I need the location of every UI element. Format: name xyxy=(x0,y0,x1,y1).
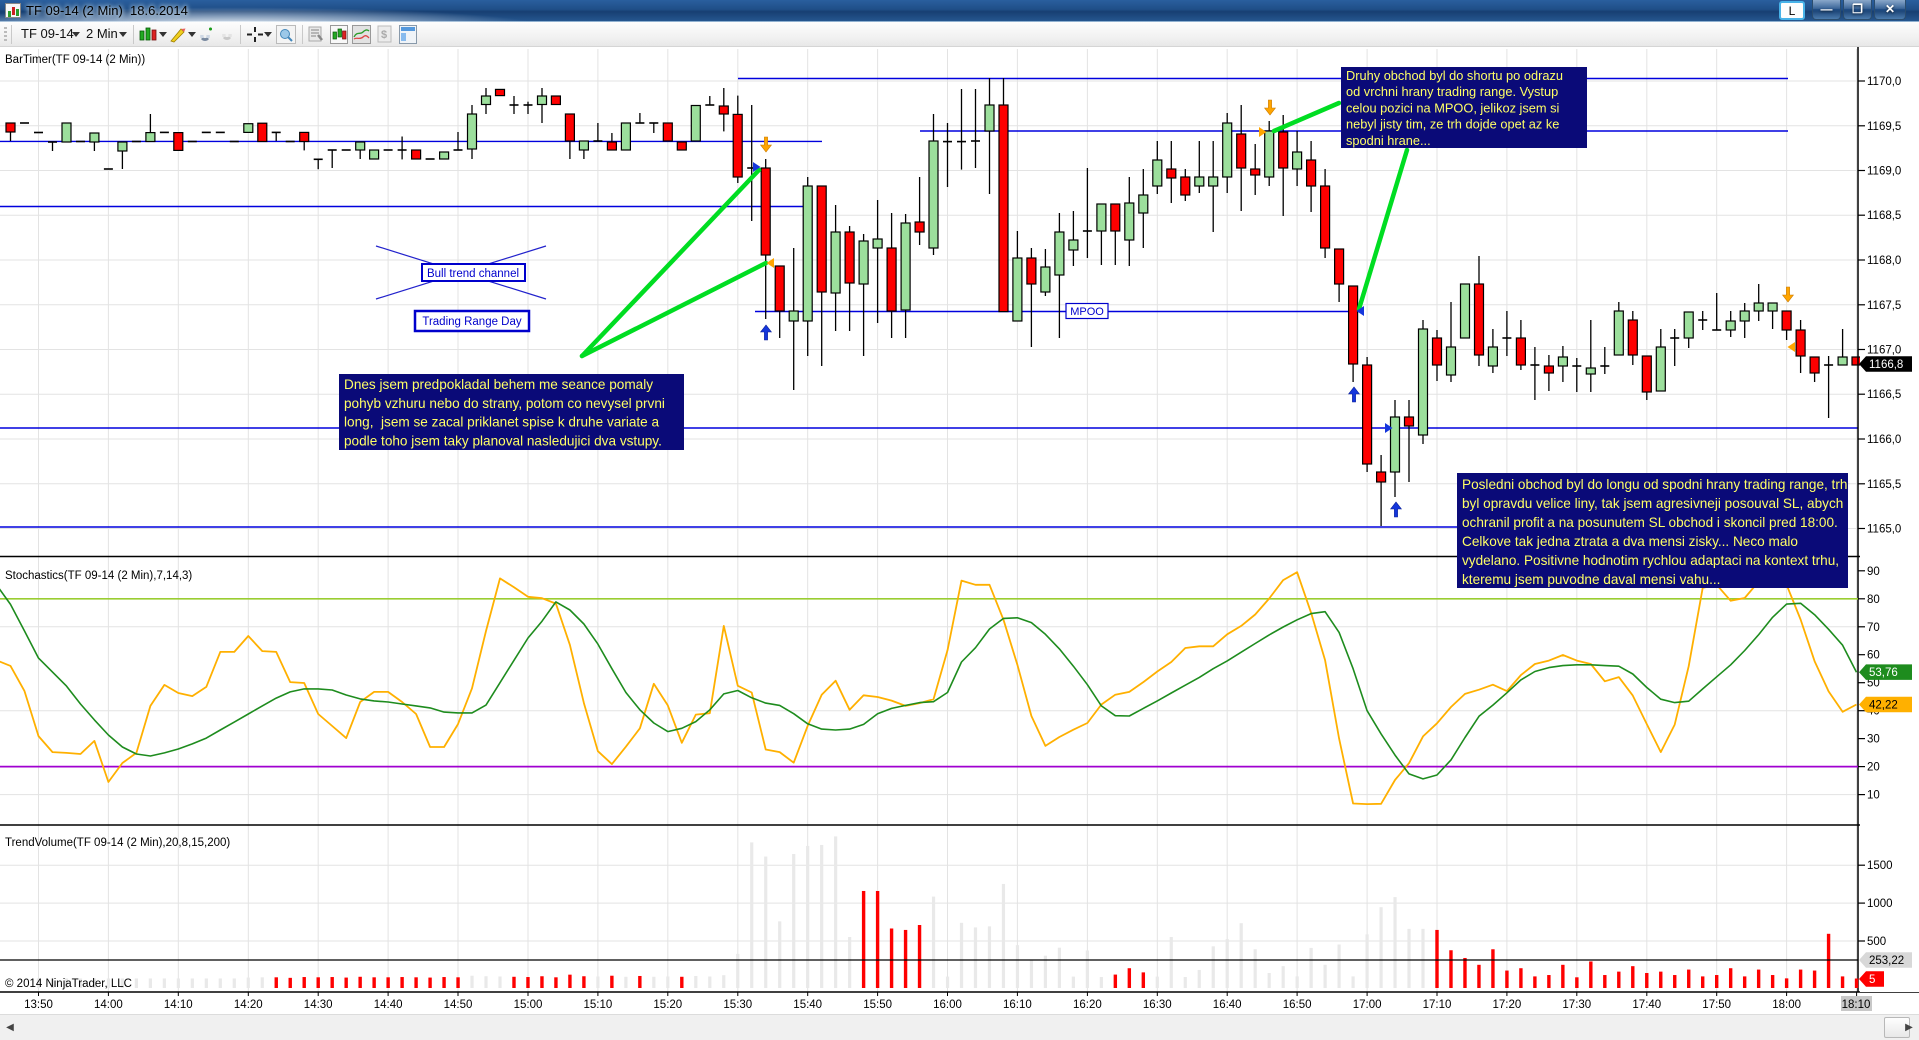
svg-text:14:50: 14:50 xyxy=(444,999,473,1011)
svg-text:BarTimer(TF 09-14 (2 Min)): BarTimer(TF 09-14 (2 Min)) xyxy=(5,54,145,66)
svg-text:60: 60 xyxy=(1867,650,1880,662)
svg-text:long, jsem se zacal priklanet: long, jsem se zacal priklanet spise k dr… xyxy=(344,415,660,430)
svg-text:15:20: 15:20 xyxy=(653,999,682,1011)
svg-text:Druhy obchod byl do shortu po: Druhy obchod byl do shortu po odrazu xyxy=(1346,68,1563,83)
svg-text:celou pozici na MPOO, jelikoz: celou pozici na MPOO, jelikoz jsem si xyxy=(1346,100,1559,115)
svg-text:14:10: 14:10 xyxy=(164,999,193,1011)
svg-text:1169,5: 1169,5 xyxy=(1867,121,1901,133)
svg-text:MPOO: MPOO xyxy=(1070,306,1104,318)
svg-text:50: 50 xyxy=(1867,678,1880,690)
svg-text:vydelano. Positivne hodnotim r: vydelano. Positivne hodnotim rychlou ada… xyxy=(1462,553,1839,568)
svg-text:nebyl jisty tim, ze trh dojde: nebyl jisty tim, ze trh dojde opet az ke xyxy=(1346,117,1559,132)
svg-text:Stochastics(TF 09-14 (2 Min),7: Stochastics(TF 09-14 (2 Min),7,14,3) xyxy=(5,570,192,582)
svg-text:70: 70 xyxy=(1867,622,1880,634)
svg-text:1000: 1000 xyxy=(1867,898,1893,910)
svg-text:14:00: 14:00 xyxy=(94,999,123,1011)
svg-text:15:30: 15:30 xyxy=(723,999,752,1011)
svg-text:18:00: 18:00 xyxy=(1772,999,1801,1011)
svg-text:Celkove tak jedna ztrata a dva: Celkove tak jedna ztrata a dva mensi zis… xyxy=(1462,534,1798,549)
svg-text:16:10: 16:10 xyxy=(1003,999,1032,1011)
svg-text:kteremu jsem puvodne daval men: kteremu jsem puvodne daval mensi vahu... xyxy=(1462,572,1720,587)
svg-text:15:40: 15:40 xyxy=(793,999,822,1011)
svg-text:53,76: 53,76 xyxy=(1869,667,1898,679)
svg-text:15:50: 15:50 xyxy=(863,999,892,1011)
svg-text:ochranil profit a na posunutem: ochranil profit a na posunutem SL obchod… xyxy=(1462,515,1838,530)
svg-text:1166,5: 1166,5 xyxy=(1867,389,1901,401)
svg-text:16:40: 16:40 xyxy=(1213,999,1242,1011)
svg-text:14:40: 14:40 xyxy=(374,999,403,1011)
svg-text:$: $ xyxy=(381,29,387,41)
svg-text:5: 5 xyxy=(1869,974,1875,986)
svg-text:Trading Range Day: Trading Range Day xyxy=(422,316,522,328)
svg-text:30: 30 xyxy=(1867,734,1880,746)
svg-text:1170,0: 1170,0 xyxy=(1867,76,1901,88)
svg-text:spodni hrane...: spodni hrane... xyxy=(1346,133,1431,148)
svg-text:90: 90 xyxy=(1867,566,1880,578)
svg-text:253,22: 253,22 xyxy=(1869,955,1904,967)
svg-text:13:50: 13:50 xyxy=(24,999,53,1011)
svg-text:17:30: 17:30 xyxy=(1562,999,1591,1011)
svg-text:20: 20 xyxy=(1867,762,1880,774)
svg-text:16:30: 16:30 xyxy=(1143,999,1172,1011)
svg-text:17:40: 17:40 xyxy=(1632,999,1661,1011)
svg-text:1169,0: 1169,0 xyxy=(1867,166,1901,178)
svg-text:16:20: 16:20 xyxy=(1073,999,1102,1011)
svg-text:15:10: 15:10 xyxy=(584,999,613,1011)
svg-text:pohyb vzhuru nebo do strany, p: pohyb vzhuru nebo do strany, potom co ne… xyxy=(344,396,665,411)
svg-text:1168,0: 1168,0 xyxy=(1867,255,1901,267)
svg-text:17:20: 17:20 xyxy=(1493,999,1522,1011)
svg-text:14:30: 14:30 xyxy=(304,999,333,1011)
svg-text:1167,5: 1167,5 xyxy=(1867,300,1901,312)
svg-text:10: 10 xyxy=(1867,790,1880,802)
svg-text:16:50: 16:50 xyxy=(1283,999,1312,1011)
svg-text:1165,0: 1165,0 xyxy=(1867,524,1901,536)
svg-text:1168,5: 1168,5 xyxy=(1867,210,1901,222)
svg-text:1166,8: 1166,8 xyxy=(1869,359,1903,371)
svg-text:15:00: 15:00 xyxy=(514,999,543,1011)
svg-text:1165,5: 1165,5 xyxy=(1867,479,1901,491)
svg-text:Posledni obchod byl do longu o: Posledni obchod byl do longu od spodni h… xyxy=(1462,477,1847,492)
svg-text:od vrchni hrany trading range.: od vrchni hrany trading range. Vystup xyxy=(1346,84,1558,99)
svg-text:© 2014 NinjaTrader, LLC: © 2014 NinjaTrader, LLC xyxy=(5,978,132,990)
svg-text:42,22: 42,22 xyxy=(1869,700,1898,712)
svg-text:Bull trend channel: Bull trend channel xyxy=(427,268,519,280)
svg-text:Dnes jsem predpokladal behem m: Dnes jsem predpokladal behem me seance p… xyxy=(344,377,653,392)
svg-text:17:10: 17:10 xyxy=(1423,999,1452,1011)
svg-text:17:00: 17:00 xyxy=(1353,999,1382,1011)
svg-text:17:50: 17:50 xyxy=(1702,999,1731,1011)
svg-text:1166,0: 1166,0 xyxy=(1867,434,1901,446)
svg-text:14:20: 14:20 xyxy=(234,999,263,1011)
svg-text:1167,0: 1167,0 xyxy=(1867,345,1901,357)
svg-text:18:10: 18:10 xyxy=(1842,999,1871,1011)
svg-text:80: 80 xyxy=(1867,594,1880,606)
svg-text:byl opravdu velice liny, tak j: byl opravdu velice liny, tak jsem agresi… xyxy=(1462,496,1843,511)
svg-text:TrendVolume(TF 09-14 (2 Min),2: TrendVolume(TF 09-14 (2 Min),20,8,15,200… xyxy=(5,837,230,849)
svg-text:16:00: 16:00 xyxy=(933,999,962,1011)
svg-text:podle toho jsem taky planoval: podle toho jsem taky planoval nasledujic… xyxy=(344,433,662,448)
svg-text:500: 500 xyxy=(1867,936,1886,948)
svg-text:1500: 1500 xyxy=(1867,860,1893,872)
